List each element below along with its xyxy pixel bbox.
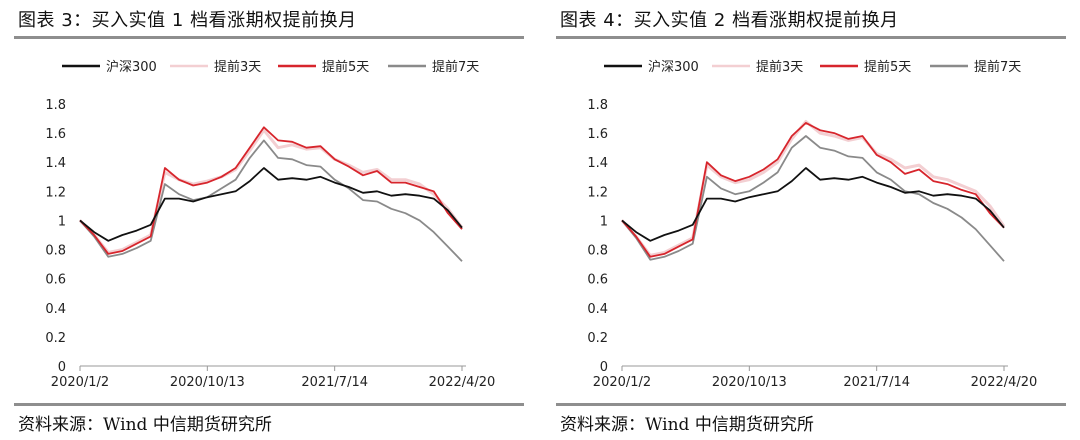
series-line-1 [79,167,463,242]
x-tick-label: 2020/10/13 [712,375,787,390]
series-line-3 [621,122,1005,258]
chart-title: 图表 4：买入实值 2 档看涨期权提前换月 [560,10,899,31]
chart-panel-4: 图表 4：买入实值 2 档看涨期权提前换月 沪深300 提前3天 提前5天 提前7天 0… [552,0,1072,440]
y-tick-label: 1 [600,214,608,229]
series-line-4 [79,139,463,262]
x-tick-label: 2020/1/2 [593,375,651,390]
y-tick-label: 0.8 [45,244,66,259]
y-tick-label: 0.2 [45,331,66,346]
x-tick-label: 2020/10/13 [170,375,245,390]
y-tick-label: 1.4 [587,156,608,171]
y-tick-label: 1.6 [45,127,66,142]
line-chart: 沪深300 提前3天 提前5天 提前7天 0 0.2 0.4 0.6 0.8 1 1.2 1.4 1.6… [587,59,1038,390]
y-tick-label: 1.8 [587,98,608,113]
legend-item-2: 提前3天 [170,59,261,75]
legend-label: 提前3天 [214,59,261,75]
legend-item-2: 提前3天 [712,59,803,75]
y-tick-label: 0.4 [587,302,608,317]
legend-label: 提前5天 [322,59,369,75]
y-tick-label: 0.6 [45,273,66,288]
y-tick-label: 1.2 [587,185,608,200]
y-tick-label: 0.2 [587,331,608,346]
series-line-1 [621,167,1005,242]
source-note: 资料来源：Wind 中信期货研究所 [560,415,814,435]
legend-label: 提前7天 [974,59,1021,75]
y-tick-label: 0.6 [587,273,608,288]
bottom-rule [14,403,524,406]
x-tick-label: 2021/7/14 [843,375,910,390]
legend-label: 提前5天 [864,59,911,75]
legend-label: 提前3天 [756,59,803,75]
chart-title: 图表 3：买入实值 1 档看涨期权提前换月 [18,10,357,31]
top-rule [556,36,1066,39]
legend-item-3: 提前5天 [278,59,369,75]
chart-panel-3: 图表 3：买入实值 1 档看涨期权提前换月 沪深300 提前3天 提前5天 提前7天 0… [10,0,530,440]
y-tick-label: 0 [600,360,608,375]
legend-label: 提前7天 [432,59,479,75]
bottom-rule [556,403,1066,406]
y-tick-label: 0.4 [45,302,66,317]
legend-item-4: 提前7天 [388,59,479,75]
legend-item-1: 沪深300 [62,59,157,75]
legend-label: 沪深300 [648,59,699,75]
top-rule [14,36,524,39]
y-tick-label: 1.8 [45,98,66,113]
y-tick-label: 1 [58,214,66,229]
legend-item-3: 提前5天 [820,59,911,75]
series-line-3 [79,126,463,255]
x-tick-label: 2021/7/14 [301,375,368,390]
source-note: 资料来源：Wind 中信期货研究所 [18,415,272,435]
y-tick-label: 1.6 [587,127,608,142]
x-tick-label: 2022/4/20 [429,375,496,390]
y-tick-label: 0.8 [587,244,608,259]
x-tick-label: 2020/1/2 [51,375,109,390]
y-tick-label: 0 [58,360,66,375]
legend-label: 沪深300 [106,59,157,75]
x-tick-label: 2022/4/20 [971,375,1038,390]
legend-item-1: 沪深300 [604,59,699,75]
series-line-4 [621,135,1005,262]
y-tick-label: 1.2 [45,185,66,200]
y-tick-label: 1.4 [45,156,66,171]
legend-item-4: 提前7天 [930,59,1021,75]
line-chart: 沪深300 提前3天 提前5天 提前7天 0 0.2 0.4 0.6 0.8 1 1.2 1.4 1.6… [45,59,496,390]
series-line-2 [78,128,464,254]
